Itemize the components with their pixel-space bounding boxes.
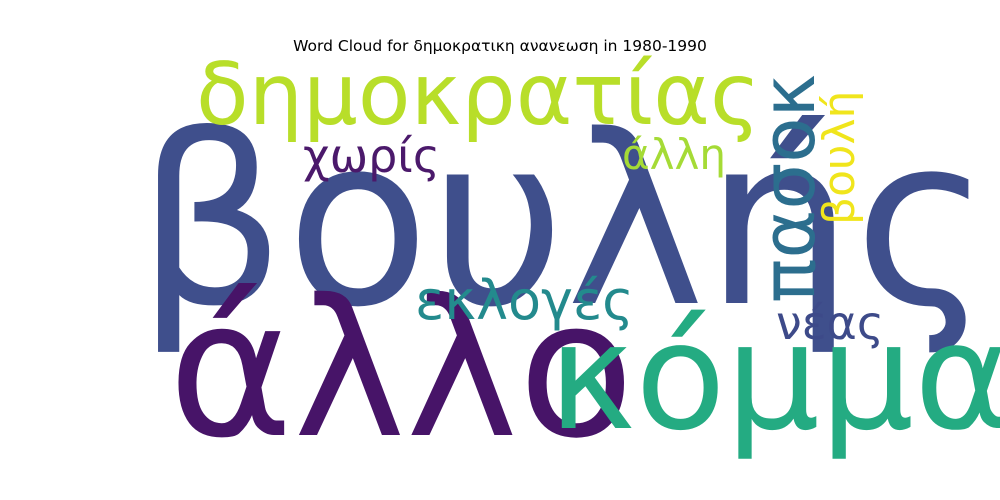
word-dimokratias: δημοκρατίας xyxy=(196,45,761,145)
word-vouli-s: βουλής xyxy=(136,86,992,359)
word-choris: χωρίς xyxy=(303,129,440,183)
word-komma: κόμμα xyxy=(548,291,1000,463)
chart-title: Word Cloud for δημοκρατικη ανανεωση in 1… xyxy=(293,37,707,55)
word-neas: νέας xyxy=(776,296,884,350)
word-alli: άλλη xyxy=(622,130,727,179)
word-ekloges: εκλογές xyxy=(415,269,634,332)
word-vouli: βουλή xyxy=(814,90,865,225)
word-allo: άλλο xyxy=(168,259,635,480)
